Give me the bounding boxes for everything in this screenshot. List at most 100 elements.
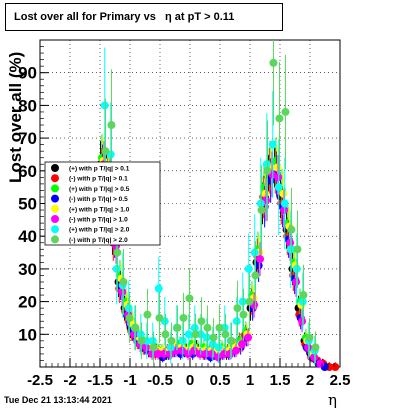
data-point — [298, 317, 307, 326]
data-point — [251, 271, 260, 280]
axis-ticks: -2.5 -2 -1.5 -1 -0.5 0 0.5 1 1.5 2 2.5 10 20 30 40 50 60… — [18, 39, 351, 389]
data-point — [202, 333, 211, 342]
legend-entry-label: (-) with p T/|q| > 1.0 — [69, 217, 128, 224]
data-point — [263, 166, 272, 175]
data-point — [184, 349, 193, 358]
data-point — [190, 346, 199, 355]
data-point — [161, 330, 170, 339]
data-point — [112, 264, 121, 273]
data-point — [179, 313, 188, 322]
data-point — [232, 317, 241, 326]
data-point — [233, 304, 242, 313]
data-point — [208, 340, 217, 349]
y-tick-label: 70 — [18, 129, 37, 148]
legend: (+) with p T/|q| > 0.1 (-) with p T/|q| >… — [44, 161, 161, 246]
data-point — [191, 330, 200, 339]
data-point — [232, 346, 241, 355]
data-point — [269, 58, 278, 67]
data-point — [197, 317, 206, 326]
data-point — [131, 323, 140, 332]
data-point — [286, 245, 295, 254]
data-point — [101, 147, 110, 156]
x-tick-label: -0.5 — [147, 372, 173, 389]
x-tick-label: -2.5 — [27, 372, 53, 389]
x-tick-label: 2 — [306, 372, 314, 389]
data-point — [281, 107, 290, 116]
y-tick-label: 50 — [18, 195, 37, 214]
data-point — [215, 323, 224, 332]
y-tick-label: 90 — [18, 64, 37, 83]
data-point — [299, 291, 308, 300]
data-point — [226, 349, 235, 358]
data-point — [100, 101, 109, 110]
legend-marker — [51, 164, 59, 172]
x-tick-label: -1 — [123, 372, 136, 389]
y-tick-label: 60 — [18, 162, 37, 181]
data-point — [208, 349, 217, 358]
data-point — [178, 336, 187, 345]
data-point — [256, 199, 265, 208]
data-point — [143, 310, 152, 319]
data-point — [239, 310, 248, 319]
x-tick-label: 0 — [186, 372, 194, 389]
x-tick-label: -1.5 — [87, 372, 113, 389]
data-point — [262, 160, 271, 169]
legend-entry-label: (+) with p T/|q| > 1.0 — [69, 206, 130, 213]
legend-entry-label: (+) with p T/|q| > 0.5 — [69, 186, 130, 193]
data-point — [311, 343, 320, 352]
y-tick-label: 20 — [18, 293, 37, 312]
x-tick-label: 2.5 — [330, 372, 351, 389]
y-tick-label: 10 — [18, 325, 37, 344]
data-point — [275, 114, 284, 123]
x-tick-label: 0.5 — [210, 372, 231, 389]
data-point — [167, 336, 176, 345]
data-point — [190, 323, 199, 332]
data-point — [310, 353, 319, 362]
y-tick-label: 80 — [18, 96, 37, 115]
data-point — [155, 313, 164, 322]
data-point — [184, 330, 193, 339]
data-point — [196, 349, 205, 358]
data-point — [136, 330, 145, 339]
data-point — [280, 206, 289, 215]
x-tick-label: 1.5 — [270, 372, 291, 389]
data-point — [154, 349, 163, 358]
data-point — [250, 248, 259, 257]
x-axis-label: η — [328, 391, 337, 409]
y-axis-label: Lost over all (%) — [6, 51, 25, 183]
legend-marker — [51, 174, 59, 183]
legend-entry-label: (-) with p T/|q| > 0.1 — [69, 176, 128, 183]
data-point — [280, 199, 289, 208]
data-point — [178, 346, 187, 355]
data-point — [119, 277, 128, 286]
data-point — [148, 349, 157, 358]
data-point — [268, 140, 277, 149]
data-point — [286, 238, 295, 247]
data-point — [214, 343, 223, 352]
legend-entry-label: (-) with p T/|q| > 0.5 — [69, 196, 128, 203]
data-point — [293, 245, 302, 254]
legend-marker — [51, 225, 59, 234]
data-point — [316, 359, 325, 368]
legend-marker — [51, 235, 59, 244]
chart-title: Lost over all for Primary vs η at pT > 0… — [5, 3, 283, 31]
data-point — [220, 349, 229, 358]
data-point — [292, 264, 301, 273]
legend-entry-label: (+) with p T/|q| > 0.1 — [69, 166, 130, 173]
data-point — [185, 294, 194, 303]
data-point — [137, 336, 146, 345]
data-point — [274, 183, 283, 192]
data-point — [238, 297, 247, 306]
data-point — [273, 163, 282, 172]
data-point — [274, 173, 283, 182]
data-point — [113, 248, 122, 257]
data-point — [227, 336, 236, 345]
data-point — [209, 333, 218, 342]
data-point — [107, 121, 116, 130]
data-point — [118, 287, 127, 296]
data-point — [298, 297, 307, 306]
legend-entry-label: (-) with p T/|q| > 2.0 — [69, 237, 128, 244]
y-tick-label: 30 — [18, 260, 37, 279]
legend-entry-label: (+) with p T/|q| > 2.0 — [69, 227, 130, 234]
